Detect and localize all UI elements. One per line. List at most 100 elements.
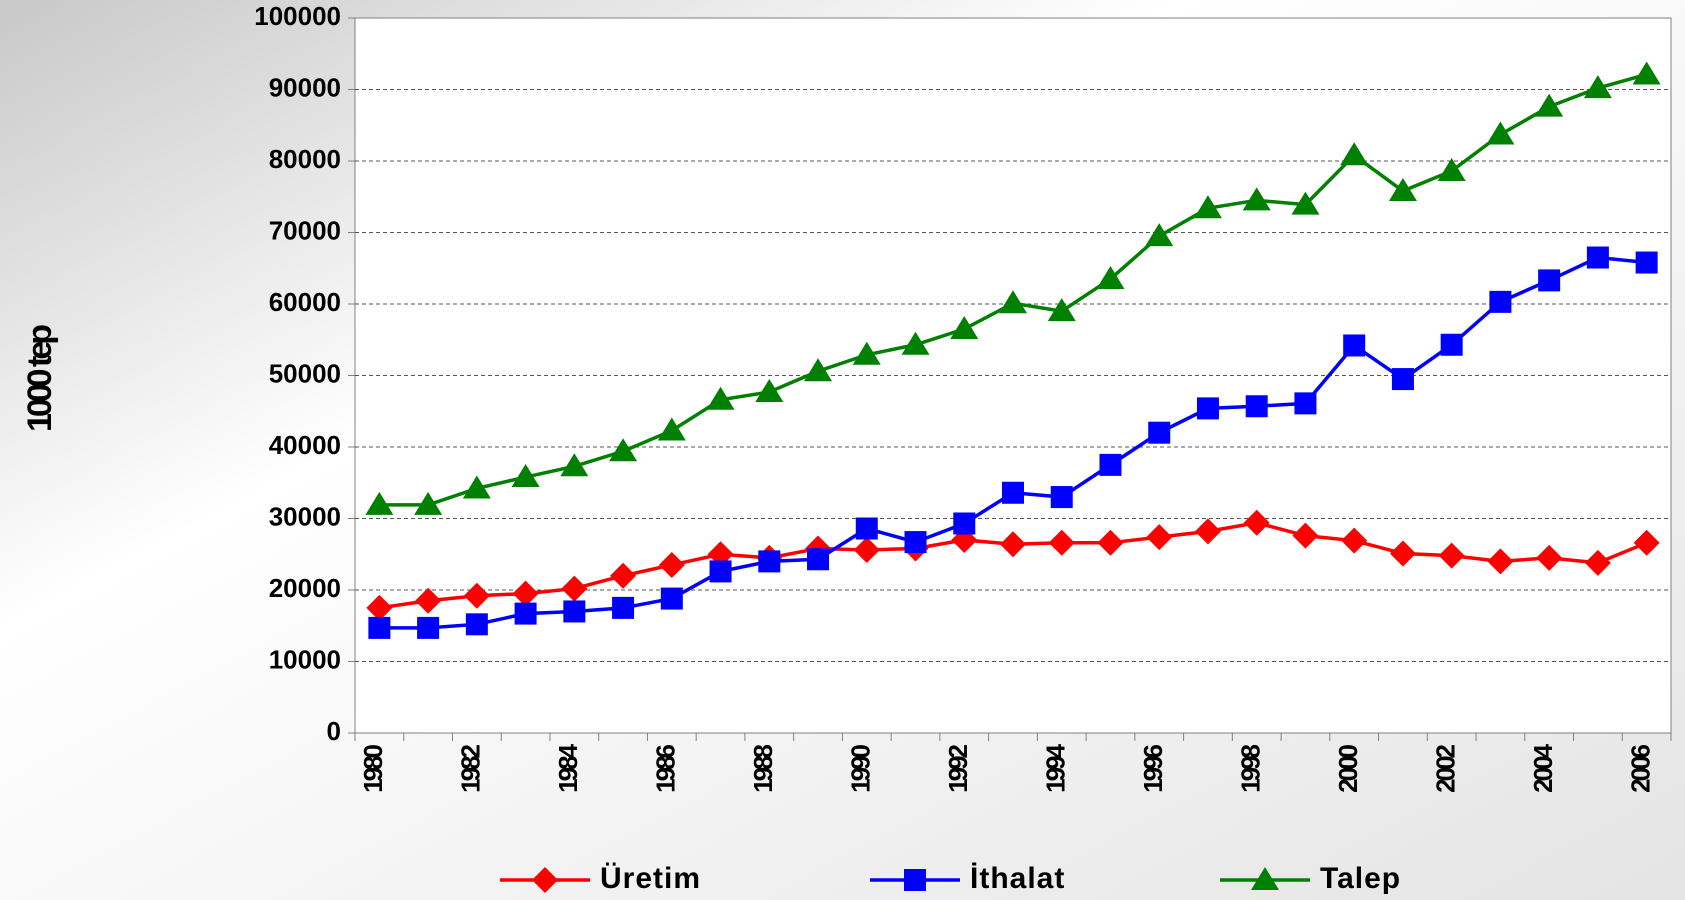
- y-tick-label: 40000: [269, 430, 341, 460]
- marker-triangle: [755, 378, 784, 402]
- marker-triangle: [1096, 265, 1125, 289]
- marker-square: [1050, 486, 1073, 509]
- marker-diamond: [1194, 518, 1221, 545]
- marker-square: [1148, 421, 1171, 444]
- y-tick-label: 70000: [269, 215, 341, 245]
- marker-triangle: [1437, 158, 1466, 182]
- marker-diamond: [415, 587, 442, 614]
- x-tick-label: 1984: [553, 743, 583, 792]
- marker-square: [1635, 251, 1658, 274]
- marker-square: [612, 596, 635, 619]
- marker-square: [1489, 290, 1512, 313]
- marker-triangle: [706, 386, 735, 410]
- legend-label: Talep: [1320, 862, 1401, 895]
- x-tick-label: 1998: [1236, 744, 1266, 792]
- marker-triangle: [609, 438, 638, 462]
- y-tick-label: 20000: [269, 573, 341, 603]
- x-tick-label: 2004: [1528, 743, 1558, 792]
- marker-diamond: [853, 536, 880, 563]
- marker-square: [1245, 395, 1268, 418]
- marker-triangle: [462, 475, 491, 499]
- y-tick-label: 50000: [269, 358, 341, 388]
- marker-square: [1099, 453, 1122, 476]
- marker-triangle: [1632, 61, 1661, 85]
- marker-square: [1440, 333, 1463, 356]
- marker-diamond: [561, 575, 588, 602]
- marker-diamond: [658, 551, 685, 578]
- legend-label: İthalat: [970, 862, 1065, 895]
- x-tick-label: 2000: [1333, 744, 1363, 792]
- x-tick-label: 1980: [358, 744, 388, 792]
- marker-triangle: [414, 491, 443, 515]
- marker-square: [709, 560, 732, 583]
- y-tick-label: 30000: [269, 501, 341, 531]
- x-tick-label: 2006: [1626, 744, 1656, 792]
- marker-triangle: [1242, 187, 1271, 211]
- marker-diamond: [366, 594, 393, 621]
- marker-triangle: [1486, 121, 1515, 145]
- x-tick-label: 1988: [748, 744, 778, 792]
- marker-square: [417, 616, 440, 639]
- y-tick-label: 90000: [269, 72, 341, 102]
- marker-square: [1343, 334, 1366, 357]
- marker-diamond: [1097, 529, 1124, 556]
- y-tick-label: 0: [327, 716, 341, 746]
- marker-triangle: [950, 316, 979, 340]
- marker-square: [1538, 269, 1561, 292]
- marker-diamond: [1341, 527, 1368, 554]
- x-tick-label: 1982: [456, 744, 486, 792]
- marker-diamond: [1146, 524, 1173, 551]
- y-tick-label: 80000: [269, 144, 341, 174]
- marker-square: [514, 602, 537, 625]
- marker-diamond: [512, 580, 539, 607]
- marker-diamond: [610, 562, 637, 589]
- marker-square: [855, 517, 878, 540]
- marker-diamond: [1243, 509, 1270, 536]
- marker-triangle: [1251, 867, 1279, 890]
- marker-diamond: [1048, 529, 1075, 556]
- marker-triangle: [1193, 195, 1222, 219]
- marker-triangle: [1535, 93, 1564, 117]
- marker-square: [465, 613, 488, 636]
- x-tick-label: 1992: [943, 744, 973, 792]
- marker-square: [953, 512, 976, 535]
- marker-triangle: [1583, 75, 1612, 99]
- marker-diamond: [463, 582, 490, 609]
- marker-square: [563, 600, 586, 623]
- legend-label: Üretim: [600, 862, 701, 895]
- y-axis-label: 1000 tep: [21, 325, 59, 432]
- marker-diamond: [1000, 531, 1026, 558]
- marker-triangle: [511, 464, 540, 488]
- marker-triangle: [657, 417, 686, 441]
- marker-diamond: [1438, 542, 1465, 569]
- marker-square: [660, 587, 683, 610]
- marker-diamond: [1487, 548, 1514, 575]
- y-tick-label: 100000: [254, 1, 341, 31]
- marker-triangle: [1291, 191, 1320, 215]
- x-tick-label: 1990: [846, 744, 876, 792]
- marker-diamond: [1292, 522, 1319, 549]
- marker-square: [368, 616, 391, 639]
- marker-diamond: [532, 867, 558, 893]
- marker-triangle: [1145, 223, 1174, 247]
- marker-square: [1002, 481, 1024, 504]
- marker-triangle: [560, 453, 589, 477]
- marker-triangle: [1047, 298, 1076, 322]
- marker-square: [807, 548, 830, 571]
- x-tick-label: 1986: [651, 744, 681, 792]
- marker-square: [1196, 397, 1219, 420]
- marker-square: [1586, 246, 1609, 269]
- marker-triangle: [1340, 142, 1369, 166]
- y-tick-label: 10000: [269, 644, 341, 674]
- marker-square: [904, 531, 927, 554]
- x-tick-label: 2002: [1431, 744, 1461, 792]
- marker-triangle: [999, 290, 1027, 314]
- marker-diamond: [1536, 544, 1563, 571]
- x-tick-label: 1996: [1138, 744, 1168, 792]
- marker-triangle: [804, 358, 833, 382]
- marker-triangle: [901, 331, 930, 355]
- y-tick-label: 60000: [269, 287, 341, 317]
- marker-triangle: [1388, 178, 1417, 202]
- marker-triangle: [365, 491, 394, 515]
